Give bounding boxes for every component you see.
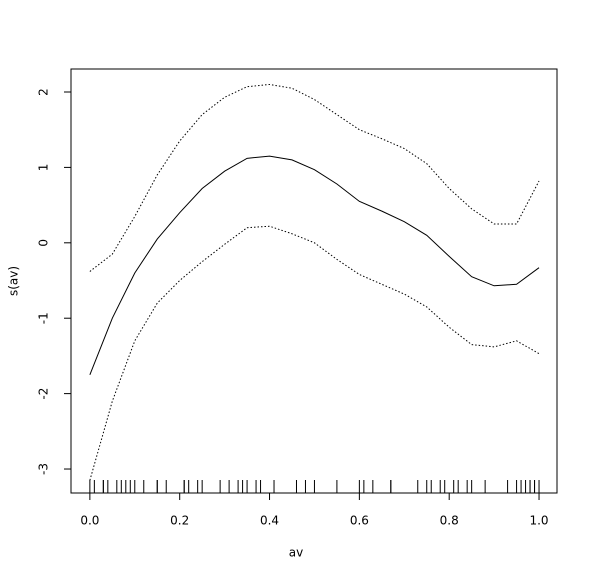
x-axis-label: av <box>289 546 303 560</box>
x-tick-label: 0.8 <box>440 514 459 528</box>
y-tick-label: 0 <box>37 239 51 247</box>
y-tick-label: -3 <box>37 463 51 475</box>
series-line <box>89 225 540 481</box>
x-tick-label: 0.6 <box>350 514 369 528</box>
series-line <box>89 155 540 375</box>
plot-box <box>70 68 558 494</box>
y-axis-label: s(av) <box>7 266 21 296</box>
y-tick-label: -2 <box>37 388 51 400</box>
y-tick-label: 1 <box>37 164 51 172</box>
x-tick-label: 1.0 <box>529 514 548 528</box>
x-tick-label: 0.0 <box>80 514 99 528</box>
x-tick-label: 0.2 <box>170 514 189 528</box>
y-tick-label: -1 <box>37 312 51 324</box>
y-tick-label: 2 <box>37 88 51 96</box>
x-tick-label: 0.4 <box>260 514 279 528</box>
